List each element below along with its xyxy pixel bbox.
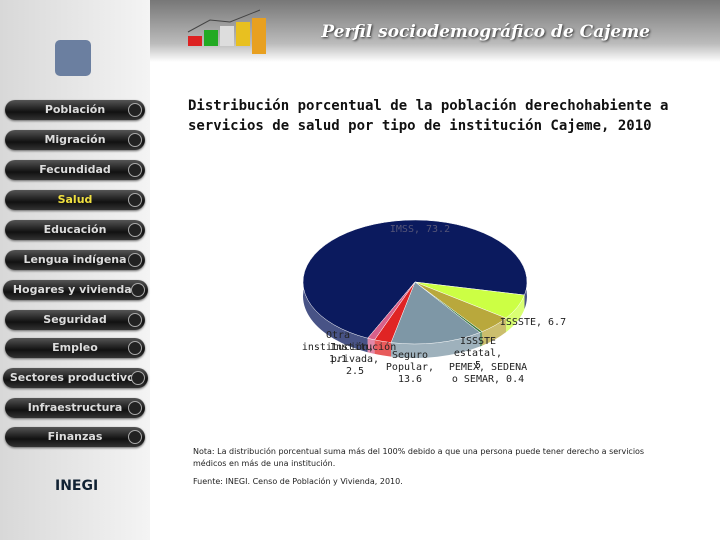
deco-bar <box>236 22 250 46</box>
nav-button[interactable]: Fecundidad <box>5 160 145 180</box>
slice <box>390 281 481 345</box>
deco-bar <box>204 30 218 46</box>
nav-dot <box>128 193 142 207</box>
note: Nota: La distribución porcentual suma má… <box>193 447 645 468</box>
deco-line <box>187 9 261 33</box>
data-label: Seguro Popular, 13.6 <box>385 350 435 385</box>
deco-bar <box>188 36 202 46</box>
nav-button[interactable]: Infraestructura <box>5 398 145 418</box>
chart-title: Distribución porcentual de la población … <box>188 98 669 134</box>
nav-dot <box>128 163 142 177</box>
header-title: Perfil sociodemográfico de Cajeme <box>321 22 650 42</box>
nav-dot <box>128 401 142 415</box>
slice <box>367 281 416 341</box>
nav-dot <box>128 341 142 355</box>
slice-side <box>506 294 525 333</box>
nav-dot <box>131 283 145 297</box>
source: Fuente: INEGI. Censo de Población y Vivi… <box>193 477 403 486</box>
logo: INEGI <box>55 478 99 494</box>
slice-side <box>479 331 483 347</box>
nav-button[interactable]: Seguridad <box>5 310 145 330</box>
nav-dot <box>128 313 142 327</box>
nav-dot <box>128 103 142 117</box>
data-label: ISSSTE, 6.7 <box>499 317 567 328</box>
nav-dot <box>128 223 142 237</box>
slice-side <box>391 332 480 358</box>
slice-side <box>367 338 375 354</box>
slice-side <box>374 339 392 357</box>
nav-button[interactable]: Empleo <box>5 338 145 358</box>
nav-dot <box>128 430 142 444</box>
data-label: PEMEX, SEDENA o SEMAR, 0.4 <box>448 362 528 385</box>
deco-bar <box>220 26 234 46</box>
slice <box>302 219 528 339</box>
data-label: Otra institución, 1.1 <box>301 330 375 365</box>
nav-button[interactable]: Salud <box>5 190 145 210</box>
nav-button[interactable]: Educación <box>5 220 145 240</box>
data-label: IMSS, 73.2 <box>389 224 451 235</box>
nav-button[interactable]: Lengua indígena <box>5 250 145 270</box>
deco-bar <box>252 18 266 54</box>
nav-button[interactable]: Sectores productivos <box>3 368 148 388</box>
data-label: ISSSTE estatal, 5 <box>453 336 503 371</box>
nav-dot <box>131 371 145 385</box>
pie <box>302 219 528 358</box>
nav-button[interactable]: Población <box>5 100 145 120</box>
nav-dot <box>128 133 142 147</box>
nav-button[interactable]: Finanzas <box>5 427 145 447</box>
slice-side <box>482 318 507 346</box>
nav-button[interactable]: Hogares y viviendas <box>3 280 148 300</box>
nav-dot <box>128 253 142 267</box>
data-label: Institución privada, 2.5 <box>330 342 397 377</box>
nav-button[interactable]: Migración <box>5 130 145 150</box>
emblem <box>55 40 91 76</box>
